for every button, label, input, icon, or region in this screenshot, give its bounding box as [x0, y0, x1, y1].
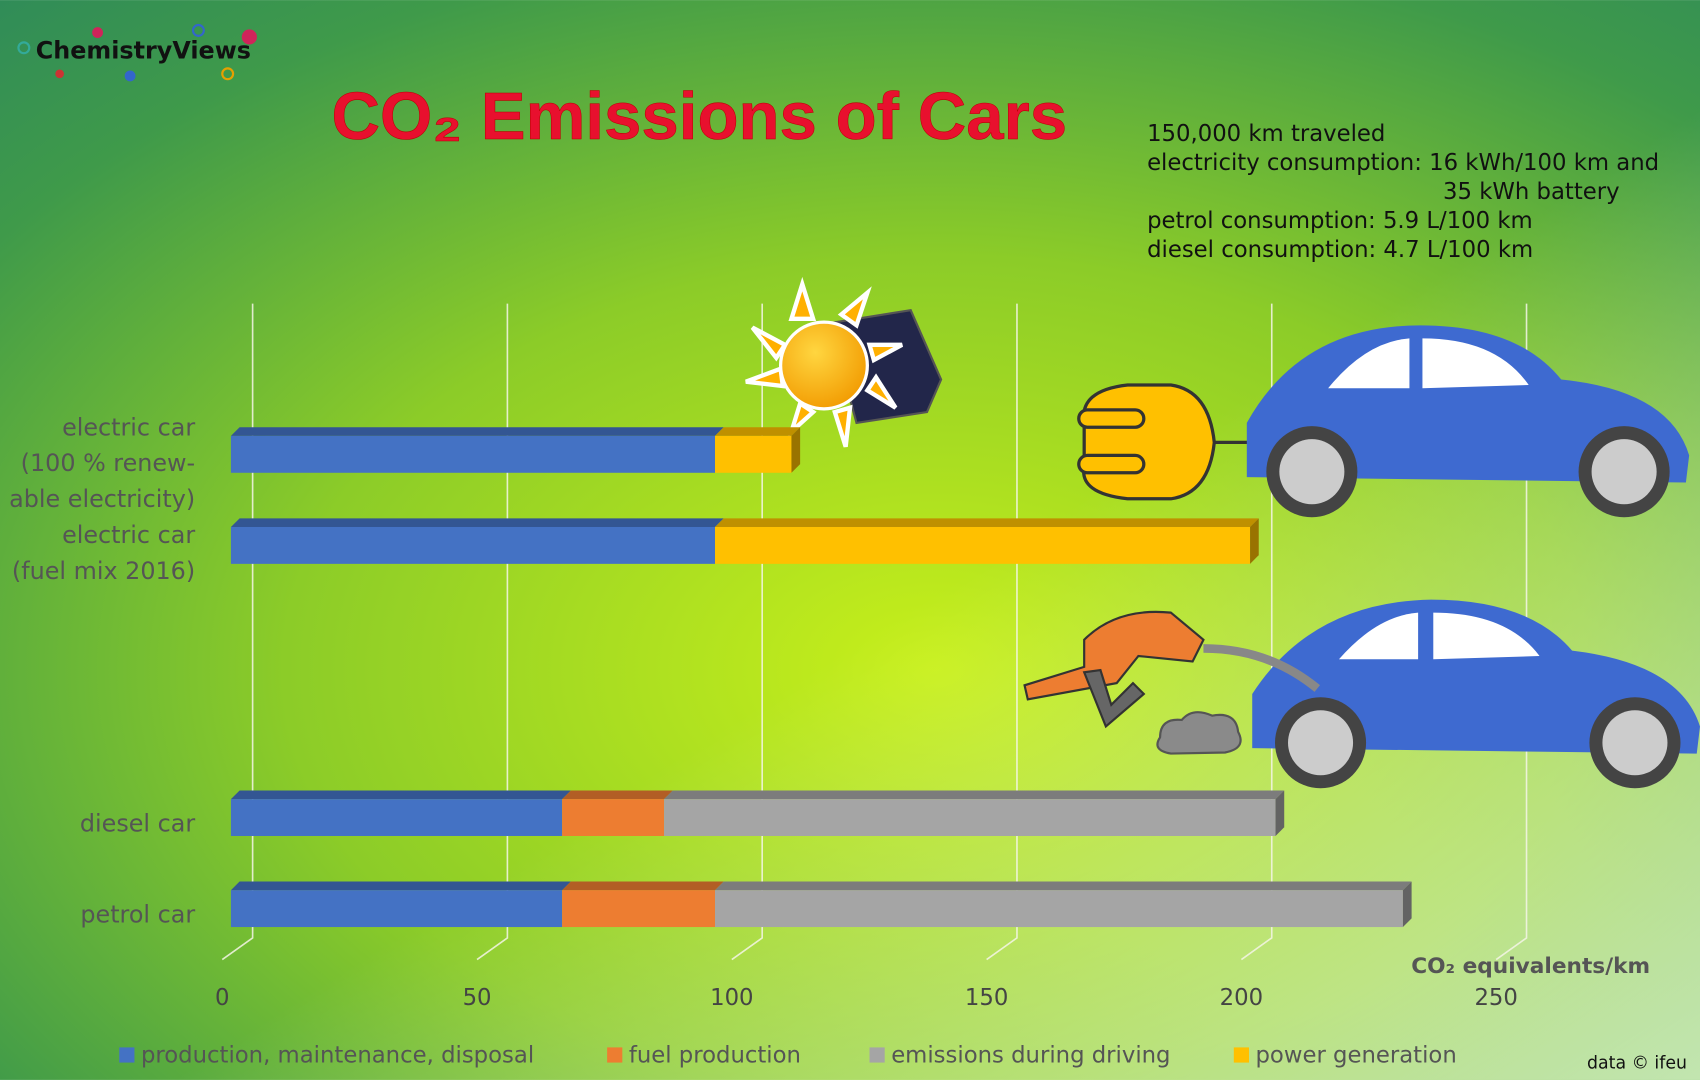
bar-segment [715, 427, 801, 473]
bar-front [230, 435, 716, 473]
category-label: electric car (100 % renew-able electricit… [9, 413, 195, 513]
note: petrol consumption: 5.9 L/100 km [1147, 208, 1533, 234]
x-tick-label: 250 [1474, 985, 1517, 1011]
bar-segment [230, 881, 571, 928]
bar-top [230, 518, 724, 527]
bar-top [230, 881, 571, 891]
bar-segment [562, 790, 673, 836]
grid-line [221, 303, 254, 961]
bar-top [715, 427, 801, 436]
chart-title: CO₂ Emissions of Cars [331, 79, 1067, 154]
bar-segment [664, 790, 1285, 836]
bar-top [230, 790, 571, 800]
legend-label: fuel production [629, 1043, 801, 1069]
grid-line [731, 303, 763, 961]
bar-segment [230, 518, 724, 564]
bar-top [230, 427, 724, 436]
legend-swatch [869, 1047, 885, 1063]
bar-front [715, 526, 1251, 564]
bar-segment [715, 518, 1259, 564]
bar-front [230, 799, 563, 836]
bar-side [1402, 881, 1412, 928]
legend-label: production, maintenance, disposal [141, 1043, 534, 1069]
bar-top [664, 790, 1285, 800]
grid-line [476, 303, 509, 961]
bar-front [664, 799, 1276, 836]
note: 35 kWh battery [1443, 179, 1620, 205]
brand: ChemistryViews [36, 37, 251, 65]
bar-front [562, 799, 665, 836]
x-tick-label: 100 [710, 985, 753, 1011]
bar-front [230, 890, 563, 928]
grid-line [1240, 303, 1273, 961]
legend-label: emissions during driving [891, 1043, 1170, 1069]
grid-line [986, 303, 1018, 961]
legend-swatch [119, 1047, 135, 1063]
legend-swatch [1233, 1047, 1249, 1063]
bar-front [715, 890, 1403, 928]
bar-segment [230, 790, 571, 836]
logo: ChemistryViews [17, 23, 257, 82]
bar-top [562, 881, 724, 891]
bar-side [1275, 790, 1285, 836]
note: 150,000 km traveled [1147, 121, 1385, 147]
bar-top [562, 790, 673, 800]
bar-top [715, 881, 1412, 891]
grid-line [1495, 303, 1528, 961]
note: electricity consumption: 16 kWh/100 km a… [1147, 150, 1659, 176]
credit: data © ifeu [1587, 1054, 1687, 1074]
bar-side [1250, 518, 1259, 564]
bar-front [230, 526, 716, 564]
combustion-car-illustration [1023, 599, 1700, 789]
x-axis-label: CO₂ equivalents/km [1411, 954, 1650, 979]
x-tick-label: 200 [1220, 985, 1263, 1011]
bar-segment [715, 881, 1412, 928]
legend-label: power generation [1255, 1043, 1456, 1069]
bar-front [715, 435, 792, 473]
sun-illustration [745, 276, 943, 448]
category-label: electric car (fuel mix 2016) [12, 521, 195, 585]
x-tick-label: 150 [965, 985, 1008, 1011]
x-tick-label: 0 [215, 985, 229, 1011]
x-tick-label: 50 [463, 985, 492, 1011]
bar-top [715, 518, 1259, 527]
category-label: diesel car [80, 810, 195, 838]
bar-side [791, 427, 801, 473]
electric-car-illustration [1077, 325, 1690, 518]
legend-swatch [607, 1047, 623, 1063]
bar-front [562, 890, 716, 928]
note: diesel consumption: 4.7 L/100 km [1147, 237, 1533, 263]
category-label: petrol car [80, 901, 195, 929]
bar-segment [562, 881, 724, 928]
bar-segment [230, 427, 724, 473]
